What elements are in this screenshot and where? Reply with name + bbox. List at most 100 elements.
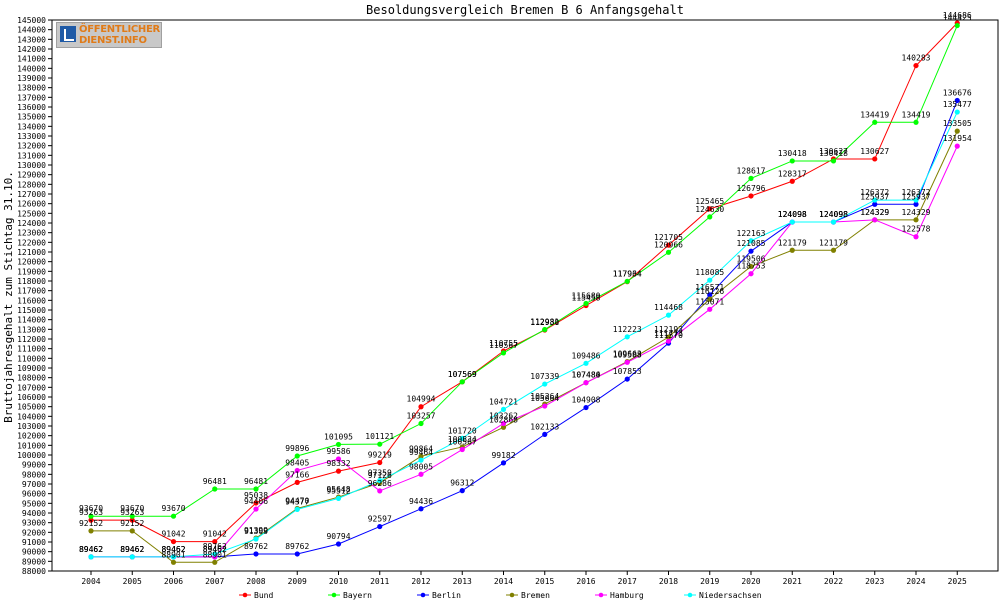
- data-label-niedersachsen: 99464: [409, 448, 433, 457]
- data-label-hamburg: 89462: [161, 545, 185, 554]
- data-point-bund: [129, 517, 135, 523]
- y-tick-label: 128000: [17, 180, 46, 189]
- legend-marker-bund: [242, 592, 248, 598]
- data-label-bremen: 95648: [326, 485, 350, 494]
- y-tick-label: 103000: [17, 422, 46, 431]
- data-point-bayern: [212, 486, 218, 492]
- data-point-berlin: [913, 201, 919, 207]
- y-tick-label: 113000: [17, 325, 46, 334]
- data-label-bayern: 115680: [572, 291, 601, 300]
- y-tick-label: 141000: [17, 55, 46, 64]
- data-point-bremen: [212, 559, 218, 565]
- data-point-hamburg: [253, 506, 259, 512]
- data-point-niedersachsen: [583, 360, 589, 366]
- y-tick-label: 127000: [17, 190, 46, 199]
- data-label-niedersachsen: 126372: [902, 188, 931, 197]
- data-point-bremen: [954, 128, 960, 134]
- data-point-hamburg: [624, 359, 630, 365]
- data-label-berlin: 124098: [778, 210, 807, 219]
- data-label-bremen: 97126: [368, 471, 392, 480]
- data-point-hamburg: [665, 338, 672, 344]
- data-label-niedersachsen: 97359: [368, 469, 392, 478]
- data-point-berlin: [954, 97, 960, 104]
- legend-marker-bayern: [331, 592, 337, 598]
- data-label-bayern: 134419: [860, 110, 889, 119]
- data-point-hamburg: [913, 234, 919, 240]
- data-label-niedersachsen: 91309: [244, 527, 268, 536]
- data-point-niedersachsen: [872, 197, 878, 203]
- data-label-niedersachsen: 122163: [737, 229, 766, 238]
- plot-frame: [51, 19, 999, 572]
- data-label-bund: 98332: [326, 459, 350, 468]
- x-tick-label: 2015: [535, 577, 554, 586]
- x-tick-label: 2005: [123, 577, 142, 586]
- data-point-bund: [665, 242, 672, 248]
- series-line-niedersachsen: [91, 111, 958, 558]
- data-point-hamburg: [418, 471, 424, 477]
- data-label-bund: 93263: [120, 508, 144, 517]
- data-point-bremen: [129, 528, 135, 534]
- x-tick-label: 2025: [948, 577, 967, 586]
- data-label-niedersachsen: 124098: [778, 210, 807, 219]
- x-tick-label: 2020: [741, 577, 760, 586]
- data-label-berlin: 89462: [161, 545, 185, 554]
- data-point-bremen: [500, 424, 507, 430]
- y-tick-label: 139000: [17, 74, 46, 83]
- y-tick-label: 94000: [22, 509, 46, 518]
- y-tick-label: 92000: [22, 528, 46, 537]
- data-point-hamburg: [583, 380, 589, 386]
- data-point-berlin: [872, 201, 878, 207]
- y-tick-label: 88000: [22, 567, 46, 576]
- data-point-bremen: [170, 559, 177, 565]
- data-label-bayern: 93670: [161, 504, 185, 513]
- data-point-bund: [253, 500, 259, 506]
- data-point-bund: [377, 459, 383, 466]
- data-point-hamburg: [294, 467, 300, 474]
- series-line-bayern: [91, 25, 958, 517]
- data-point-bund: [789, 178, 795, 184]
- data-label-hamburg: 89462: [79, 545, 103, 554]
- y-tick-label: 145000: [17, 16, 46, 25]
- data-label-niedersachsen: 112223: [613, 325, 642, 334]
- data-label-bayern: 117964: [613, 269, 642, 278]
- data-label-bayern: 112981: [530, 318, 559, 327]
- y-tick-label: 93000: [22, 519, 46, 528]
- data-label-bayern: 134419: [902, 110, 931, 119]
- data-point-bayern: [789, 158, 795, 164]
- data-point-niedersachsen: [665, 312, 672, 318]
- data-label-bremen: 88901: [161, 550, 185, 559]
- data-point-niedersachsen: [253, 536, 259, 542]
- legend-label-bayern: Bayern: [343, 591, 372, 600]
- data-point-bayern: [377, 441, 383, 447]
- data-label-berlin: 136676: [943, 88, 972, 97]
- y-tick-label: 133000: [17, 132, 46, 141]
- data-point-bund: [88, 517, 94, 523]
- data-label-bayern: 93670: [79, 504, 103, 513]
- y-tick-label: 104000: [17, 412, 46, 421]
- data-label-niedersachsen: 124098: [819, 210, 848, 219]
- data-label-hamburg: 99586: [326, 447, 350, 456]
- data-label-hamburg: 98005: [409, 462, 433, 471]
- y-tick-label: 131000: [17, 151, 46, 160]
- data-point-hamburg: [500, 420, 507, 427]
- data-label-bund: 115458: [572, 294, 601, 303]
- data-label-hamburg: 131954: [943, 134, 972, 143]
- x-tick-label: 2017: [618, 577, 637, 586]
- data-point-niedersachsen: [830, 219, 837, 225]
- data-point-bayern: [500, 350, 507, 356]
- x-tick-label: 2016: [576, 577, 595, 586]
- data-label-bund: 121705: [654, 233, 683, 242]
- y-tick-label: 125000: [17, 209, 46, 218]
- data-point-hamburg: [707, 306, 713, 312]
- data-label-bund: 99219: [368, 451, 392, 460]
- data-label-bremen: 124329: [860, 208, 889, 217]
- chart-title: Besoldungsvergleich Bremen B 6 Anfangsge…: [366, 3, 684, 17]
- y-tick-label: 137000: [17, 93, 46, 102]
- y-tick-label: 95000: [22, 499, 46, 508]
- y-tick-label: 124000: [17, 219, 46, 228]
- data-point-niedersachsen: [913, 197, 919, 203]
- legend-label-hamburg: Hamburg: [610, 591, 644, 600]
- data-label-bund: 104994: [407, 395, 436, 404]
- data-label-hamburg: 98405: [285, 458, 309, 467]
- data-point-berlin: [253, 551, 259, 557]
